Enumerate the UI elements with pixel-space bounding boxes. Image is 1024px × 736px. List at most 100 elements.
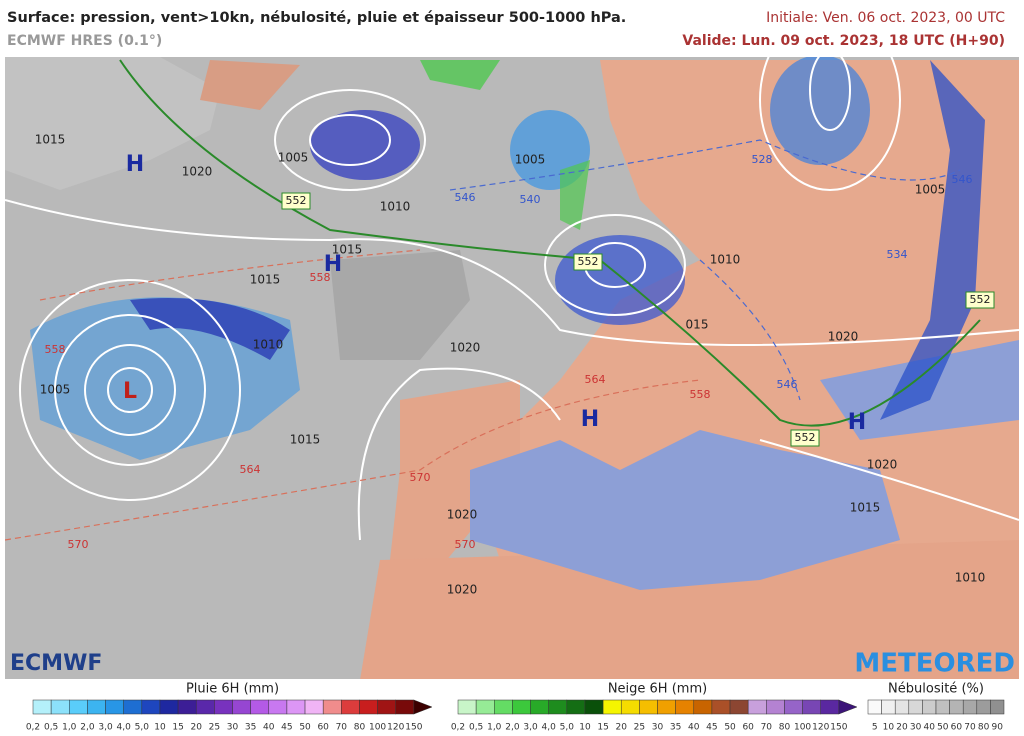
legend-swatch [949, 699, 964, 715]
isobar-label: 1020 [447, 508, 478, 522]
thickness-label: 564 [240, 463, 261, 476]
legend-arrow [413, 699, 433, 715]
legend-tick-label: 100 [794, 723, 811, 733]
legend-swatch [894, 699, 910, 715]
legend-swatch [548, 699, 568, 715]
thickness-box-label: 552 [286, 194, 307, 207]
legend-swatch [322, 699, 342, 715]
legend-tick-label: 10 [883, 723, 895, 733]
legend-swatch [620, 699, 640, 715]
legend-swatch [377, 699, 396, 715]
legend-swatch [711, 699, 731, 715]
pressure-center: H [324, 252, 342, 277]
isobar-label: 1015 [332, 243, 363, 257]
legend-tick-label: 70 [964, 723, 976, 733]
isobar-label: 1010 [955, 571, 986, 585]
legend-tick-label: 60 [742, 723, 754, 733]
legend-tick-label: 1,0 [487, 723, 502, 733]
isobar-label: 1020 [450, 341, 481, 355]
legend-tick-label: 100 [369, 723, 386, 733]
legend-swatch [747, 699, 767, 715]
legend-swatch [693, 699, 713, 715]
isobar-label: 1015 [35, 133, 66, 147]
thickness-label: 534 [887, 248, 908, 261]
legend-tick-label: 45 [281, 723, 292, 733]
legend-swatch [784, 699, 803, 715]
legend-swatch [87, 699, 106, 715]
isobar-label: 1005 [278, 151, 309, 165]
isobar-label: 015 [686, 318, 709, 332]
legend-swatch [141, 699, 161, 715]
legend-swatch [935, 699, 950, 715]
legend-tick-label: 5,0 [135, 723, 150, 733]
thickness-box [573, 253, 603, 271]
legend-swatch [530, 699, 549, 715]
thickness-label: 558 [45, 343, 66, 356]
legend-tick-label: 20 [896, 723, 908, 733]
legend-tick-label: 2,0 [505, 723, 520, 733]
valid-time: Valide: Lun. 09 oct. 2023, 18 UTC (H+90) [682, 33, 1005, 49]
legend-tick-label: 120 [812, 723, 829, 733]
legend-swatch [195, 699, 215, 715]
isobar-label: 1015 [290, 433, 321, 447]
legend-swatch [395, 699, 415, 715]
thickness-label: 546 [777, 378, 798, 391]
pressure-center: H [848, 410, 866, 435]
legend-tick-label: 0,5 [469, 723, 483, 733]
thickness-label: 558 [310, 271, 331, 284]
thickness-label: 570 [410, 471, 431, 484]
legend-tick-label: 0,5 [44, 723, 58, 733]
legend-tick-label: 30 [652, 723, 664, 733]
legend-tick-label: 3,0 [98, 723, 113, 733]
legend-swatch [820, 699, 840, 715]
isobar-label: 1010 [253, 338, 284, 352]
legend-swatch [123, 699, 143, 715]
legend-tick-label: 90 [991, 723, 1003, 733]
legend-tick-label: 40 [923, 723, 935, 733]
legend-title: Nébulosité (%) [888, 682, 984, 697]
legend-swatch [494, 699, 513, 715]
legend-tick-label: 3,0 [523, 723, 538, 733]
legend-swatch [32, 699, 52, 715]
legend-tick-label: 35 [670, 723, 681, 733]
legend-tick-label: 0,2 [26, 723, 40, 733]
thickness-box-label: 552 [970, 293, 991, 306]
isobar-label: 1020 [828, 330, 859, 344]
thickness-box [965, 291, 995, 309]
legend-swatch [976, 699, 991, 715]
isobar-label: 1015 [250, 273, 281, 287]
legend-tick-label: 40 [688, 723, 700, 733]
isobar-label: 1020 [867, 458, 898, 472]
legend-swatch [802, 699, 821, 715]
initial-time: Initiale: Ven. 06 oct. 2023, 00 UTC [766, 10, 1005, 26]
legend-swatch [867, 699, 882, 715]
legend-swatch [639, 699, 658, 715]
title: Surface: pression, vent>10kn, nébulosité… [7, 10, 626, 26]
thickness-label: 528 [752, 153, 773, 166]
legend-swatch [304, 699, 324, 715]
legend-tick-label: 30 [910, 723, 922, 733]
legend-swatch [286, 699, 306, 715]
legend-tick-label: 15 [597, 723, 608, 733]
legend-tick-label: 15 [172, 723, 183, 733]
legend-swatch [475, 699, 495, 715]
thickness-label: 564 [585, 373, 606, 386]
thickness-label: 570 [455, 538, 476, 551]
legend-swatch [69, 699, 88, 715]
logo-ecmwf: ECMWF [10, 651, 102, 676]
legend-swatch [566, 699, 586, 715]
legend-tick-label: 25 [209, 723, 220, 733]
legend-swatch [105, 699, 124, 715]
map: 1015 1020 1005 1010 1015 1015 1005 1010 1005 1020… [5, 57, 1019, 679]
thickness-label: 546 [455, 191, 476, 204]
legend-tick-label: 70 [761, 723, 773, 733]
legend-swatch [881, 699, 896, 715]
legend-tick-label: 80 [978, 723, 990, 733]
legend-tick-label: 150 [405, 723, 422, 733]
legend-tick-label: 70 [336, 723, 348, 733]
thickness-label: 558 [690, 388, 711, 401]
legend-swatch [268, 699, 288, 715]
legend-tick-label: 20 [191, 723, 203, 733]
legend-tick-label: 10 [154, 723, 166, 733]
